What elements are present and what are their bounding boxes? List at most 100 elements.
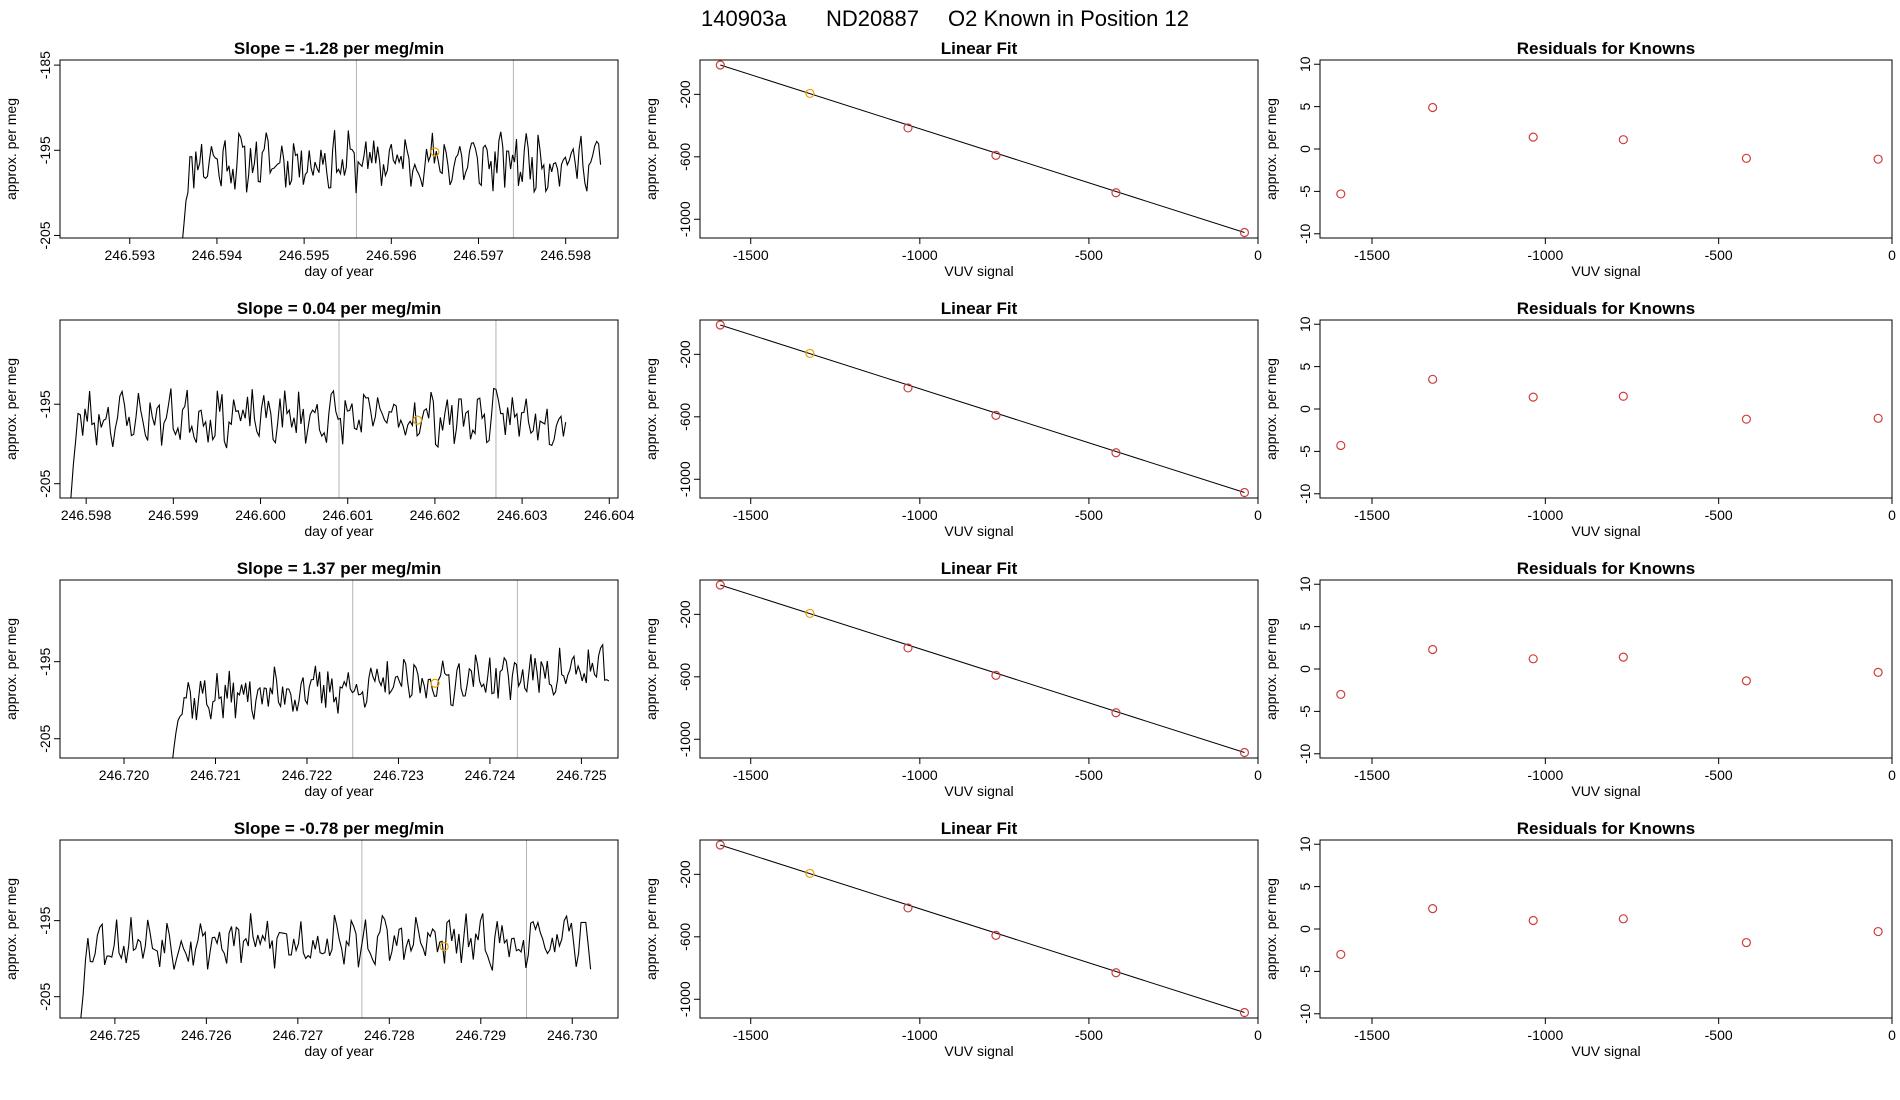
panel-title: Residuals for Knowns [1517, 819, 1696, 838]
run-id: 140903a [701, 6, 787, 31]
trace-panel: Slope = 1.37 per meg/min 246.720 246.721 24… [3, 559, 619, 799]
x-tick-label: 246.596 [366, 247, 417, 263]
panel-row-3: Slope = 1.37 per meg/min 246.720 246.721 24… [3, 559, 1896, 799]
y-tick-label: 10 [1297, 836, 1313, 852]
fit-line [720, 844, 1245, 1014]
residual-point [1428, 904, 1438, 914]
x-tick-label: 246.600 [235, 507, 286, 523]
panel-title: Linear Fit [941, 559, 1018, 578]
plot-frame [59, 839, 619, 1019]
fit-point [715, 60, 725, 70]
plot-frame [699, 839, 1259, 1019]
y-tick-label: -600 [677, 923, 693, 951]
plot-frame [1319, 839, 1893, 1019]
panel-title: Slope = -0.78 per meg/min [234, 819, 444, 838]
panel-title: Residuals for Knowns [1517, 559, 1696, 578]
x-tick-label: -1000 [902, 507, 938, 523]
x-tick-label: 246.603 [497, 507, 548, 523]
residual-point [1873, 926, 1883, 937]
y-tick-label: -200 [677, 600, 693, 628]
known-point [439, 941, 449, 952]
plot-area [715, 580, 1250, 758]
x-tick-label: -500 [1705, 1027, 1733, 1043]
y-tick-label: 0 [1297, 405, 1313, 413]
x-tick-label: -500 [1075, 767, 1103, 783]
y-tick-label: -600 [677, 663, 693, 691]
y-tick-label: 5 [1297, 623, 1313, 631]
known-point [805, 608, 815, 619]
residual-point [1741, 676, 1752, 686]
plot-frame [59, 319, 619, 499]
x-axis-label: day of year [304, 1043, 374, 1059]
tank-id: ND20887 [826, 6, 919, 31]
x-axis-label: VUV signal [944, 783, 1013, 799]
y-tick-label: -1000 [677, 721, 693, 757]
x-tick-label: 0 [1888, 507, 1896, 523]
y-tick-label: -205 [37, 469, 53, 497]
residual-point [1618, 135, 1628, 145]
y-tick-label: 0 [1297, 145, 1313, 153]
y-tick-label: -205 [37, 221, 53, 249]
x-axis-label: VUV signal [944, 1043, 1013, 1059]
y-tick-label: 10 [1297, 576, 1313, 592]
plot-area [182, 60, 602, 238]
x-tick-label: 246.721 [190, 767, 241, 783]
x-tick-label: 246.595 [279, 247, 330, 263]
data-trace [80, 913, 592, 1018]
y-axis-label: approx. per meg [1263, 98, 1279, 200]
plot-frame [1319, 59, 1893, 239]
fit-point [1111, 448, 1121, 458]
residual-point [1336, 189, 1346, 199]
panel-row-2: Slope = 0.04 per meg/min 246.598 246.599 24… [3, 299, 1896, 539]
y-axis-label: approx. per meg [3, 618, 19, 720]
plot-frame [1319, 319, 1893, 499]
x-tick-label: 0 [1254, 767, 1262, 783]
x-axis-label: VUV signal [1571, 1043, 1640, 1059]
residual-point [1618, 914, 1628, 924]
fit-panel: Linear Fit -1500 -1000 -500 0 -200 -600 -1000 VU… [643, 559, 1262, 799]
x-tick-label: -500 [1075, 247, 1103, 263]
x-tick-label: 246.602 [410, 507, 461, 523]
x-tick-label: -1500 [1354, 247, 1390, 263]
known-point [430, 147, 440, 157]
residual-point [1873, 413, 1883, 423]
x-tick-label: -1500 [1354, 767, 1390, 783]
x-tick-label: 246.725 [90, 1027, 141, 1043]
fit-panel: Linear Fit -1500 -1000 -500 0 -200 -600 -1000 VU… [643, 819, 1262, 1059]
x-tick-label: 246.722 [282, 767, 333, 783]
panel-title: Residuals for Knowns [1517, 299, 1696, 318]
residual-point [1741, 937, 1752, 948]
x-tick-label: 246.727 [273, 1027, 324, 1043]
x-tick-label: -1500 [733, 767, 769, 783]
y-tick-label: -10 [1297, 1003, 1313, 1023]
plot-area [1336, 904, 1883, 960]
y-axis-label: approx. per meg [1263, 358, 1279, 460]
x-tick-label: 0 [1254, 247, 1262, 263]
plot-frame [59, 579, 619, 759]
x-tick-label: 0 [1254, 507, 1262, 523]
residual-point [1873, 667, 1883, 677]
x-tick-label: -1000 [902, 1027, 938, 1043]
plot-area [1336, 374, 1883, 451]
y-tick-label: -200 [677, 340, 693, 368]
x-tick-label: 246.729 [455, 1027, 506, 1043]
y-axis-label: approx. per meg [3, 98, 19, 200]
x-axis-label: VUV signal [944, 523, 1013, 539]
x-tick-label: -500 [1075, 507, 1103, 523]
fit-point [1111, 708, 1121, 718]
x-axis-label: VUV signal [1571, 263, 1640, 279]
x-tick-label: 0 [1888, 247, 1896, 263]
residual-point [1528, 392, 1538, 402]
residual-point [1428, 644, 1438, 655]
y-tick-label: -600 [677, 143, 693, 171]
y-axis-label: approx. per meg [3, 878, 19, 980]
y-tick-label: -185 [37, 51, 53, 79]
x-axis-label: day of year [304, 523, 374, 539]
x-tick-label: 246.598 [540, 247, 591, 263]
trace-panel: Slope = -0.78 per meg/min 246.725 246.726 2… [3, 819, 619, 1059]
known-point [412, 415, 423, 425]
fit-panel: Linear Fit -1500 -1000 -500 0 -200 -600 -1000 VU… [643, 39, 1262, 279]
x-tick-label: -1500 [733, 247, 769, 263]
y-tick-label: -5 [1297, 445, 1313, 458]
